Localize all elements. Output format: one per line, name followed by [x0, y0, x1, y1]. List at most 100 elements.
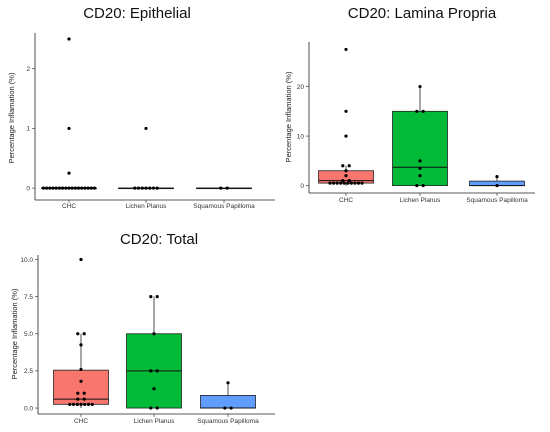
- data-point: [54, 186, 58, 190]
- y-tick-label: 5.0: [24, 331, 33, 338]
- data-point: [328, 181, 332, 185]
- data-point: [418, 84, 422, 89]
- data-point: [229, 406, 233, 410]
- data-point: [421, 183, 425, 188]
- y-tick-label: 7.5: [24, 294, 33, 301]
- data-point: [140, 186, 144, 190]
- y-tick-label: 0.0: [24, 405, 33, 412]
- chart-title: CD20: Total: [120, 231, 198, 248]
- data-point: [418, 159, 422, 163]
- y-tick-label: 0: [300, 183, 304, 190]
- data-point: [79, 402, 83, 406]
- data-point: [41, 186, 46, 190]
- data-point: [144, 186, 148, 190]
- data-point: [86, 402, 91, 406]
- data-point: [68, 402, 72, 406]
- data-point: [61, 186, 65, 190]
- data-point: [71, 402, 76, 406]
- chart-title: CD20: Epithelial: [83, 5, 191, 22]
- data-point: [344, 169, 348, 173]
- y-tick-label: 2: [26, 66, 30, 73]
- data-point: [79, 379, 83, 383]
- x-tick-label: CHC: [62, 203, 76, 210]
- data-point: [149, 406, 153, 410]
- chart-title: CD20: Lamina Propria: [348, 5, 497, 22]
- y-axis-label: Percentage Inflamation (%): [7, 72, 16, 163]
- data-point: [495, 183, 499, 188]
- x-tick-label: Squamous Papilloma: [193, 203, 255, 210]
- data-point: [82, 397, 86, 401]
- data-point: [92, 186, 97, 190]
- box-body: [200, 395, 256, 409]
- data-point: [155, 295, 159, 299]
- data-point: [346, 181, 350, 185]
- y-tick-label: 0: [26, 185, 30, 192]
- data-point: [155, 369, 159, 373]
- box-body: [392, 110, 448, 186]
- y-axis-label: Percentage Inflamation (%): [10, 288, 19, 379]
- x-tick-label: Lichen Planus: [126, 203, 168, 210]
- chart-panel-total: CD20: Total Percentage Inflamation (%) 0…: [10, 231, 275, 425]
- data-point: [341, 164, 345, 168]
- data-point: [335, 181, 339, 185]
- data-point: [415, 109, 419, 113]
- data-point: [89, 186, 93, 190]
- data-point: [67, 171, 71, 175]
- data-point: [347, 164, 351, 168]
- data-point: [83, 186, 87, 190]
- data-point: [225, 186, 229, 190]
- data-point: [339, 181, 343, 185]
- data-point: [48, 186, 52, 190]
- data-point: [86, 186, 90, 190]
- y-axis-label: Percentage Inflamation (%): [284, 71, 293, 162]
- data-point: [76, 332, 80, 336]
- data-point: [67, 126, 71, 131]
- data-point: [418, 166, 422, 170]
- chart-panel-lamina-propria: CD20: Lamina Propria Percentage Inflamat…: [284, 5, 535, 204]
- data-point: [495, 175, 499, 179]
- data-point: [152, 332, 156, 336]
- data-point: [79, 257, 83, 262]
- data-point: [155, 406, 159, 410]
- data-point: [90, 402, 94, 406]
- x-tick-label: Lichen Planus: [400, 197, 442, 204]
- data-point: [347, 179, 351, 183]
- data-point: [76, 186, 81, 190]
- chart-panel-epithelial: CD20: Epithelial Percentage Inflamation …: [7, 5, 275, 210]
- data-point: [76, 391, 80, 395]
- data-point: [349, 181, 353, 185]
- data-point: [155, 186, 159, 190]
- data-point: [64, 186, 68, 190]
- data-point: [79, 367, 83, 372]
- data-point: [133, 186, 137, 190]
- data-point: [226, 381, 230, 385]
- y-tick-label: 10.0: [20, 257, 33, 264]
- data-point: [223, 406, 227, 410]
- x-tick-label: CHC: [74, 418, 88, 425]
- x-tick-label: Lichen Planus: [134, 418, 176, 425]
- data-point: [67, 186, 71, 190]
- data-point: [136, 186, 141, 190]
- y-tick-label: 20: [297, 84, 305, 91]
- data-point: [421, 109, 425, 113]
- x-tick-label: CHC: [339, 197, 353, 204]
- data-point: [152, 387, 156, 391]
- data-point: [151, 186, 156, 190]
- data-point: [360, 181, 364, 185]
- data-point: [45, 186, 49, 190]
- y-tick-label: 10: [297, 133, 305, 140]
- data-point: [82, 332, 86, 336]
- data-point: [344, 134, 348, 138]
- data-point: [342, 181, 346, 185]
- data-point: [83, 402, 87, 406]
- y-tick-label: 2.5: [24, 368, 33, 375]
- data-point: [148, 186, 152, 190]
- data-point: [82, 391, 86, 395]
- data-point: [51, 186, 55, 190]
- data-point: [415, 183, 419, 188]
- data-point: [80, 186, 84, 190]
- data-point: [149, 369, 153, 373]
- y-tick-label: 1: [26, 126, 30, 133]
- x-tick-label: Squamous Papilloma: [197, 418, 259, 425]
- data-point: [344, 47, 348, 52]
